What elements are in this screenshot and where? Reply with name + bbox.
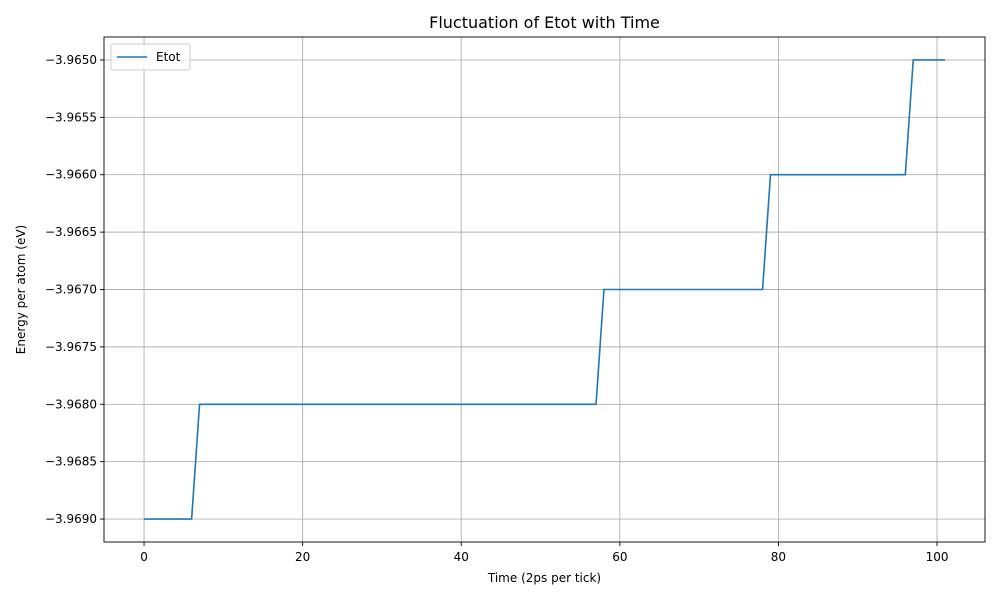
y-tick-label: −3.9690	[45, 512, 97, 526]
x-axis-label: Time (2ps per tick)	[487, 571, 601, 585]
chart-title: Fluctuation of Etot with Time	[429, 13, 660, 32]
y-tick-label: −3.9655	[45, 110, 97, 124]
x-tick-label: 60	[612, 550, 627, 564]
y-tick-label: −3.9670	[45, 283, 97, 297]
x-tick-label: 0	[140, 550, 148, 564]
y-axis: −3.9690 −3.9685 −3.9680 −3.9675 −3.9670 −3.96…	[45, 53, 104, 526]
y-tick-label: −3.9685	[45, 455, 97, 469]
y-tick-label: −3.9675	[45, 340, 97, 354]
grid-lines	[104, 37, 985, 542]
legend-label-etot: Etot	[156, 50, 181, 64]
x-tick-label: 80	[771, 550, 786, 564]
x-tick-label: 40	[454, 550, 469, 564]
y-axis-label: Energy per atom (eV)	[14, 225, 28, 354]
x-axis: 0 20 40 60 80 100	[140, 542, 948, 564]
y-tick-label: −3.9680	[45, 397, 97, 411]
y-tick-label: −3.9660	[45, 168, 97, 182]
legend-box	[110, 43, 191, 71]
series-layer	[144, 59, 945, 520]
x-tick-label: 20	[295, 550, 310, 564]
x-tick-label: 100	[926, 550, 949, 564]
y-tick-label: −3.9650	[45, 53, 97, 67]
legend: Etot	[110, 43, 191, 71]
series-line-etot	[144, 59, 945, 520]
y-tick-label: −3.9665	[45, 225, 97, 239]
